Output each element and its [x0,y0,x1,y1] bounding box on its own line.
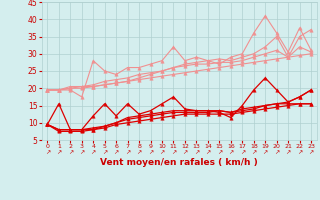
X-axis label: Vent moyen/en rafales ( km/h ): Vent moyen/en rafales ( km/h ) [100,158,258,167]
